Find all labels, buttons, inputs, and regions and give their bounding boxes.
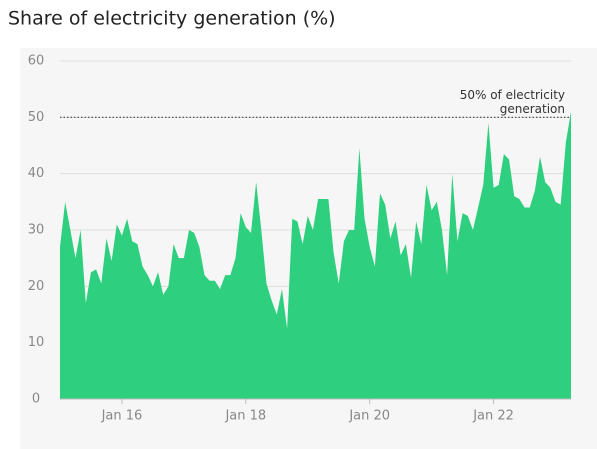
- chart-title: Share of electricity generation (%): [8, 8, 336, 30]
- y-tick-label: 40: [28, 166, 45, 181]
- x-tick-label: Jan 20: [348, 409, 390, 424]
- y-tick-label: 20: [28, 279, 45, 294]
- area: [60, 111, 571, 399]
- y-tick-label: 60: [28, 54, 45, 69]
- y-tick-label: 30: [28, 223, 45, 238]
- x-tick-label: Jan 16: [101, 409, 143, 424]
- y-tick-label: 0: [32, 392, 40, 407]
- annotation-text: generation: [500, 102, 565, 116]
- x-tick-label: Jan 18: [224, 409, 266, 424]
- x-tick-label: Jan 22: [472, 409, 514, 424]
- annotation-text: 50% of electricity: [460, 88, 565, 102]
- y-tick-label: 50: [28, 110, 45, 125]
- y-tick-label: 10: [28, 335, 45, 350]
